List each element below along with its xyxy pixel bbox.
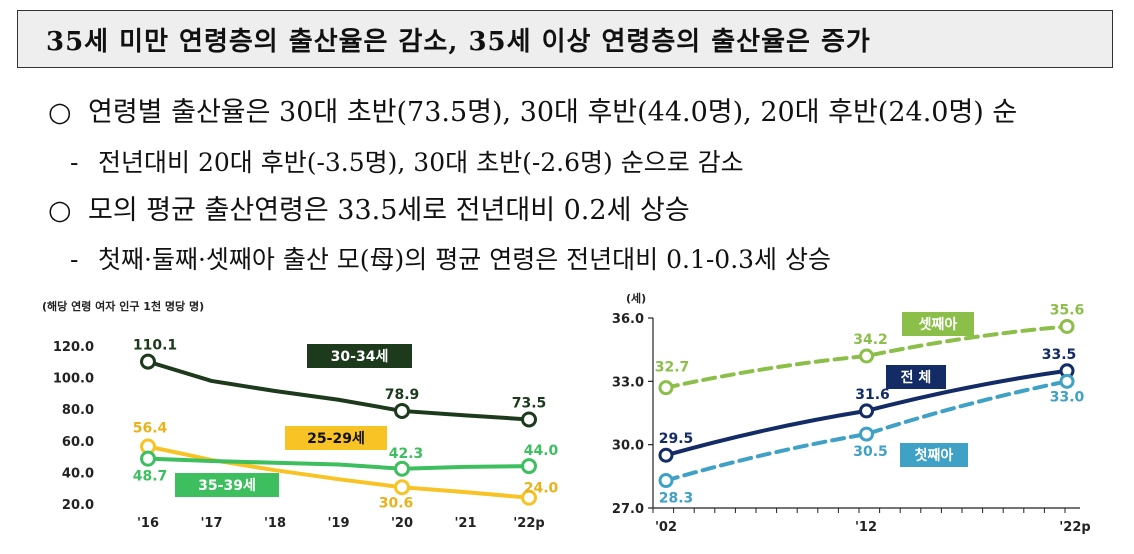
legend-label-25-29세: 25-29세 bbox=[307, 431, 365, 447]
y-tick-label: 80.0 bbox=[62, 403, 94, 418]
bullet-1-sub-marker: - bbox=[70, 148, 79, 177]
legend-box-25-29세 bbox=[285, 426, 387, 450]
bullet-1-sub-text: 전년대비 20대 후반(-3.5명), 30대 초반(-2.6명) 순으로 감소 bbox=[98, 148, 744, 177]
data-label: 29.5 bbox=[659, 431, 694, 447]
bullet-2-marker: ○ bbox=[48, 195, 72, 226]
data-label: 42.3 bbox=[389, 446, 424, 462]
data-label: 30.5 bbox=[853, 444, 888, 460]
legend-label-첫째아: 첫째아 bbox=[915, 447, 954, 464]
data-label: 32.7 bbox=[655, 360, 690, 376]
series-line-첫째아 bbox=[664, 379, 1069, 483]
x-tick-label: '19 bbox=[327, 516, 349, 531]
data-label: 35.6 bbox=[1050, 302, 1085, 318]
data-point bbox=[658, 380, 674, 396]
series-line-30-34세 bbox=[147, 359, 530, 422]
data-point bbox=[658, 447, 674, 463]
y-tick-label: 36.0 bbox=[612, 312, 644, 327]
data-point bbox=[521, 489, 537, 506]
x-tick-label: '18 bbox=[264, 516, 286, 531]
data-point bbox=[394, 402, 410, 419]
y-tick-label: 40.0 bbox=[62, 466, 94, 481]
x-tick-label: '02 bbox=[655, 520, 677, 535]
data-label: 48.7 bbox=[133, 469, 168, 485]
y-tick-label: 27.0 bbox=[612, 502, 644, 517]
bullet-1: ○ 연령별 출산율은 30대 초반(73.5명), 30대 후반(44.0명), … bbox=[48, 90, 1017, 129]
data-label: 31.6 bbox=[855, 387, 890, 403]
data-label: 33.0 bbox=[1050, 389, 1085, 405]
data-label: 78.9 bbox=[385, 387, 420, 403]
data-label: 24.0 bbox=[524, 481, 559, 497]
y-tick-label: 30.0 bbox=[612, 439, 644, 454]
x-tick-label: '20 bbox=[391, 516, 413, 531]
data-point bbox=[140, 353, 156, 370]
y-tick-label: 20.0 bbox=[62, 498, 94, 513]
data-point bbox=[394, 479, 410, 496]
x-tick-label: '22p bbox=[1059, 520, 1090, 535]
x-tick-label: '16 bbox=[137, 516, 159, 531]
x-tick-label: '22p bbox=[513, 516, 544, 531]
headline-box: 35세 미만 연령층의 출산율은 감소, 35세 이상 연령층의 출산율은 증가 bbox=[17, 10, 1113, 68]
y-tick-label: 33.0 bbox=[612, 375, 644, 390]
y-tick-label: 120.0 bbox=[53, 340, 94, 355]
bullet-1-marker: ○ bbox=[48, 97, 72, 128]
legend-box-셋째아 bbox=[902, 312, 974, 336]
data-label: 73.5 bbox=[512, 395, 547, 411]
data-label: 56.4 bbox=[133, 420, 168, 436]
bullet-2-sub: - 첫째·둘째·셋째아 출산 모(母)의 평균 연령은 전년대비 0.1-0.3세… bbox=[70, 240, 831, 276]
data-label: 34.2 bbox=[853, 332, 888, 348]
legend-box-35-39세 bbox=[175, 473, 279, 497]
data-point bbox=[140, 450, 156, 467]
mother-age-chart: (세) 27.0 30.0 33.0 36.0 '02 '12 '22p 32.7 34.2 35.… bbox=[612, 292, 1091, 535]
x-tick-label: '17 bbox=[200, 516, 222, 531]
bullet-2-sub-marker: - bbox=[70, 245, 79, 274]
data-label: 33.5 bbox=[1042, 347, 1077, 363]
bullet-2: ○ 모의 평균 출산연령은 33.5세로 전년대비 0.2세 상승 bbox=[48, 188, 690, 227]
bullet-1-sub: - 전년대비 20대 후반(-3.5명), 30대 초반(-2.6명) 순으로 감… bbox=[70, 143, 744, 179]
legend-box-전-체 bbox=[886, 365, 946, 389]
chart-unit-note: (세) bbox=[626, 292, 646, 305]
age-birth-rate-chart: (해당 연령 여자 인구 1천 명당 명) 20.0 40.0 60.0 80.0 100… bbox=[42, 299, 559, 531]
series-line-35-39세 bbox=[147, 456, 530, 471]
data-point bbox=[394, 460, 410, 477]
bullet-2-sub-text: 첫째·둘째·셋째아 출산 모(母)의 평균 연령은 전년대비 0.1-0.3세 … bbox=[98, 245, 831, 274]
data-point bbox=[859, 348, 874, 364]
legend-label-전-체: 전 체 bbox=[901, 369, 932, 386]
data-point bbox=[859, 403, 874, 419]
data-point bbox=[1059, 373, 1075, 389]
data-point bbox=[521, 411, 537, 428]
data-point bbox=[1059, 318, 1075, 334]
data-point bbox=[658, 473, 674, 489]
legend-label-35-39세: 35-39세 bbox=[198, 478, 256, 494]
data-point bbox=[859, 426, 874, 442]
data-label: 30.6 bbox=[379, 495, 414, 511]
legend-box-30-34세 bbox=[307, 344, 412, 368]
data-point bbox=[521, 458, 537, 475]
data-label: 28.3 bbox=[659, 491, 694, 507]
bullet-1-text: 연령별 출산율은 30대 초반(73.5명), 30대 후반(44.0명), 2… bbox=[88, 97, 1018, 128]
legend-label-30-34세: 30-34세 bbox=[331, 349, 389, 365]
x-tick-label: '12 bbox=[855, 520, 877, 535]
legend-box-첫째아 bbox=[900, 443, 968, 467]
data-label: 110.1 bbox=[133, 338, 177, 354]
bullet-2-text: 모의 평균 출산연령은 33.5세로 전년대비 0.2세 상승 bbox=[88, 195, 690, 226]
data-label: 44.0 bbox=[524, 443, 559, 459]
chart-unit-note: (해당 연령 여자 인구 1천 명당 명) bbox=[42, 299, 204, 313]
y-tick-label: 60.0 bbox=[62, 435, 94, 450]
y-tick-label: 100.0 bbox=[53, 372, 94, 387]
legend-label-셋째아: 셋째아 bbox=[919, 316, 958, 333]
x-tick-label: '21 bbox=[454, 516, 476, 531]
headline-title: 35세 미만 연령층의 출산율은 감소, 35세 이상 연령층의 출산율은 증가 bbox=[46, 26, 871, 57]
